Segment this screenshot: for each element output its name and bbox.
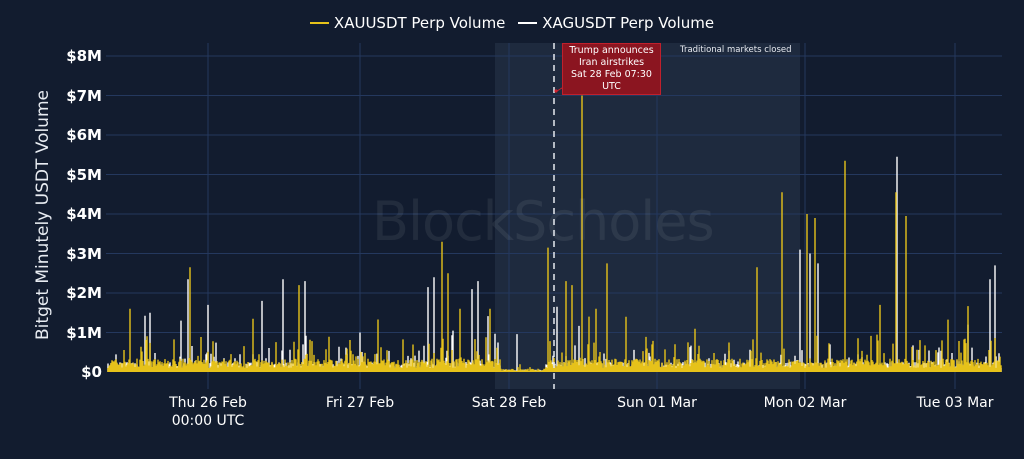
x-tick-line1: Thu 26 Feb	[169, 395, 247, 411]
annotation-line: Iran airstrikes	[578, 57, 645, 68]
legend-label: XAGUSDT Perp Volume	[542, 14, 715, 32]
y-tick: $3M	[66, 244, 102, 263]
y-tick: $5M	[66, 165, 102, 184]
x-tick-line2: 00:00 UTC	[171, 413, 245, 429]
watermark-logo: BlockScholes	[372, 190, 715, 253]
x-tick: Mon 02 Mar	[764, 394, 847, 412]
x-tick-line1: Sat 28 Feb	[471, 395, 547, 411]
x-tick: Sun 01 Mar	[617, 394, 697, 412]
annotation-line: Sat 28 Feb 07:30 UTC	[571, 69, 652, 92]
x-tick-line1: Mon 02 Mar	[763, 395, 847, 411]
y-tick: $4M	[66, 205, 102, 223]
y-tick: $6M	[66, 126, 102, 144]
y-tick: $0	[81, 363, 102, 381]
shaded-region-label: Traditional markets closed	[680, 45, 792, 55]
x-tick: Thu 26 Feb 00:00 UTC	[169, 394, 247, 430]
legend: XAUUSDT Perp Volume XAGUSDT Perp Volume	[0, 10, 1024, 32]
x-tick: Sat 28 Feb	[472, 394, 546, 412]
x-tick: Tue 03 Mar	[916, 394, 993, 412]
x-tick: Fri 27 Feb	[326, 394, 394, 412]
x-tick-line1: Tue 03 Mar	[916, 395, 994, 411]
series-spikes	[107, 95, 1002, 372]
annotation-line: Trump announces	[569, 45, 654, 56]
event-annotation: Trump announces Iran airstrikes Sat 28 F…	[562, 43, 661, 95]
x-tick-line1: Fri 27 Feb	[325, 395, 395, 411]
y-axis-label: Bitget Minutely USDT Volume	[33, 90, 53, 340]
y-tick: $2M	[66, 284, 102, 302]
series-xauusdt	[107, 95, 1002, 372]
x-tick-line1: Sun 01 Mar	[617, 395, 697, 411]
legend-item-xagusdt[interactable]: XAGUSDT Perp Volume	[518, 14, 714, 32]
legend-label: XAUUSDT Perp Volume	[333, 14, 506, 32]
y-tick: $8M	[66, 47, 102, 65]
annotation-arrow-head	[554, 89, 558, 93]
legend-item-xauusdt[interactable]: XAUUSDT Perp Volume	[309, 14, 506, 32]
y-tick: $7M	[66, 86, 102, 105]
legend-swatch-gold	[309, 22, 329, 24]
y-tick: $1M	[66, 323, 102, 342]
shaded-region-markets-closed	[495, 43, 800, 389]
legend-swatch-white	[518, 22, 538, 24]
